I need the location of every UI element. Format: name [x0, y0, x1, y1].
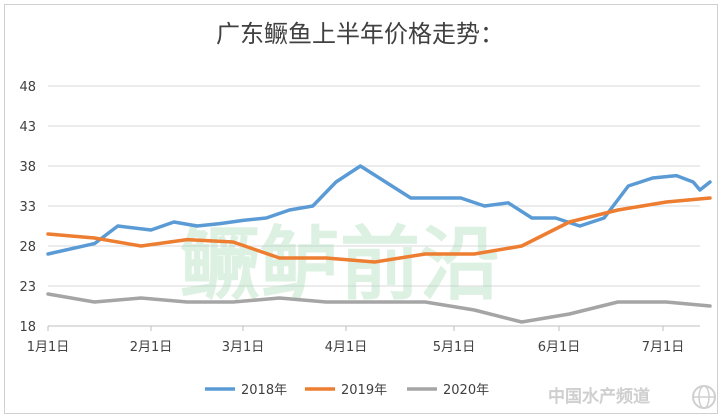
x-tick-label: 5月1日 [433, 340, 476, 355]
x-tick-label: 7月1日 [642, 340, 685, 355]
x-tick-label: 1月1日 [27, 340, 70, 355]
chart-title: 广东鳜鱼上半年价格走势： [216, 20, 504, 48]
legend-label-1: 2018年 [241, 383, 287, 398]
y-tick-label: 28 [19, 240, 36, 255]
series-line-3 [46, 292, 712, 324]
watermark-text: 鳜鲈前沿 [180, 218, 500, 311]
y-tick-label: 18 [19, 320, 36, 335]
series-line-1 [46, 164, 712, 256]
y-tick-label: 48 [19, 80, 36, 95]
y-tick-label: 33 [19, 200, 36, 215]
chart-frame [4, 4, 718, 414]
y-tick-label: 43 [19, 120, 36, 135]
legend-label-3: 2020年 [443, 383, 489, 398]
globe-icon [692, 385, 716, 409]
source-logo-text: 中国水产频道 [548, 386, 650, 407]
x-tick-label: 6月1日 [538, 340, 581, 355]
x-tick-label: 4月1日 [325, 340, 368, 355]
y-tick-label: 38 [19, 160, 36, 175]
series-line-2 [46, 196, 712, 264]
legend-label-2: 2019年 [341, 383, 387, 398]
x-tick-label: 2月1日 [130, 340, 173, 355]
y-tick-label: 23 [19, 280, 36, 295]
x-tick-label: 3月1日 [222, 340, 265, 355]
